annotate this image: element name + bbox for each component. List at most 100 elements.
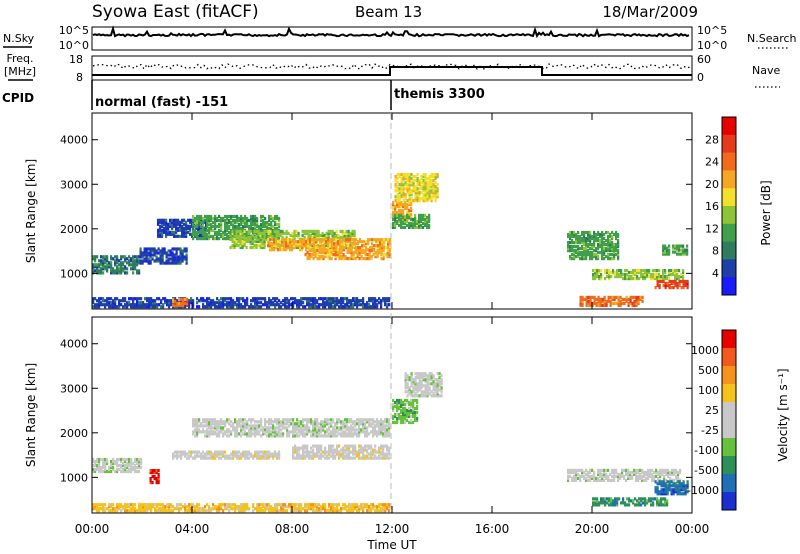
heat-cell [202,222,205,227]
heat-cell [436,191,439,195]
heat-cell [294,450,297,454]
heat-cell [212,456,215,460]
heat-cell [235,231,238,235]
heat-cell [233,231,236,235]
heat-cell [398,223,401,227]
heat-cell [306,505,309,509]
heat-cell [242,297,245,301]
heat-cell [94,269,97,273]
heat-cell [220,422,223,426]
heat-cell [346,299,349,303]
heat-cell [236,426,239,430]
heat-cell [597,232,600,237]
heat-cell [132,297,135,301]
heat-cell [370,255,373,259]
heat-cell [234,452,237,456]
heat-cell [412,179,415,183]
heat-cell [202,428,205,432]
heat-cell [280,422,283,426]
heat-cell [254,454,257,458]
heat-cell [595,234,598,239]
heat-cell [342,424,345,428]
heat-cell [597,245,600,249]
heat-cell [233,233,236,237]
heat-cell [672,286,675,290]
heat-cell [283,238,286,242]
heat-cell [646,269,649,273]
heat-cell [234,420,237,424]
heat-cell [304,450,307,454]
heat-cell [130,297,133,301]
heat-cell [240,297,243,301]
heat-cell [231,239,234,243]
heat-cell [202,218,205,223]
heat-cell [632,277,635,281]
heat-cell [190,509,193,513]
heat-cell [370,299,373,303]
heat-cell [338,253,341,257]
heat-cell [308,452,311,456]
heat-cell [283,248,286,252]
heat-cell [298,422,301,426]
heat-cell [104,259,107,263]
heat-cell [274,420,277,424]
heat-cell [569,230,572,235]
heat-cell [92,299,95,303]
heat-cell [332,305,335,309]
heat-cell [598,271,601,275]
heat-cell [143,251,146,255]
heat-cell [310,299,313,303]
heat-cell [236,434,239,438]
heat-cell [676,286,679,290]
heat-cell [331,229,334,233]
heat-cell [686,279,689,284]
heat-cell [240,303,243,307]
heat-cell [686,281,689,286]
heat-cell [344,255,347,259]
heat-cell [92,469,95,474]
heat-cell [424,187,427,191]
heat-cell [400,416,403,421]
heat-cell [234,434,237,438]
heat-cell [226,301,229,305]
heat-cell [311,243,314,248]
heat-cell [404,193,407,197]
heat-cell [196,234,199,239]
heat-cell [210,234,213,239]
heat-cell [114,261,117,265]
heat-cell [633,303,636,307]
heat-cell [320,303,323,307]
heat-cell [670,269,673,273]
heat-cell [171,251,174,255]
heat-cell [638,269,641,273]
heat-cell [214,456,217,460]
heat-cell [149,471,152,475]
heat-cell [360,505,363,509]
heat-cell [674,283,677,288]
heat-cell [342,430,345,434]
heat-cell [194,505,197,509]
heat-cell [362,305,365,309]
heat-cell [346,424,349,428]
heat-cell [270,505,273,509]
heat-cell [164,505,167,509]
heat-cell [275,244,278,248]
heat-cell [244,454,247,458]
heat-cell [304,509,307,513]
heat-cell [389,242,392,246]
heat-cell [607,230,610,235]
heat-cell [118,301,121,305]
heat-cell [315,248,318,252]
heat-cell [132,507,135,511]
heat-cell [278,450,281,454]
heat-cell [274,303,277,307]
heat-cell [214,220,217,225]
heat-cell [370,257,373,261]
heat-cell [188,303,191,307]
heat-cell [376,505,379,509]
heat-cell [386,305,389,309]
heat-cell [156,305,159,309]
heat-cell [249,241,252,246]
heat-cell [290,509,293,513]
heat-cell [410,206,413,211]
